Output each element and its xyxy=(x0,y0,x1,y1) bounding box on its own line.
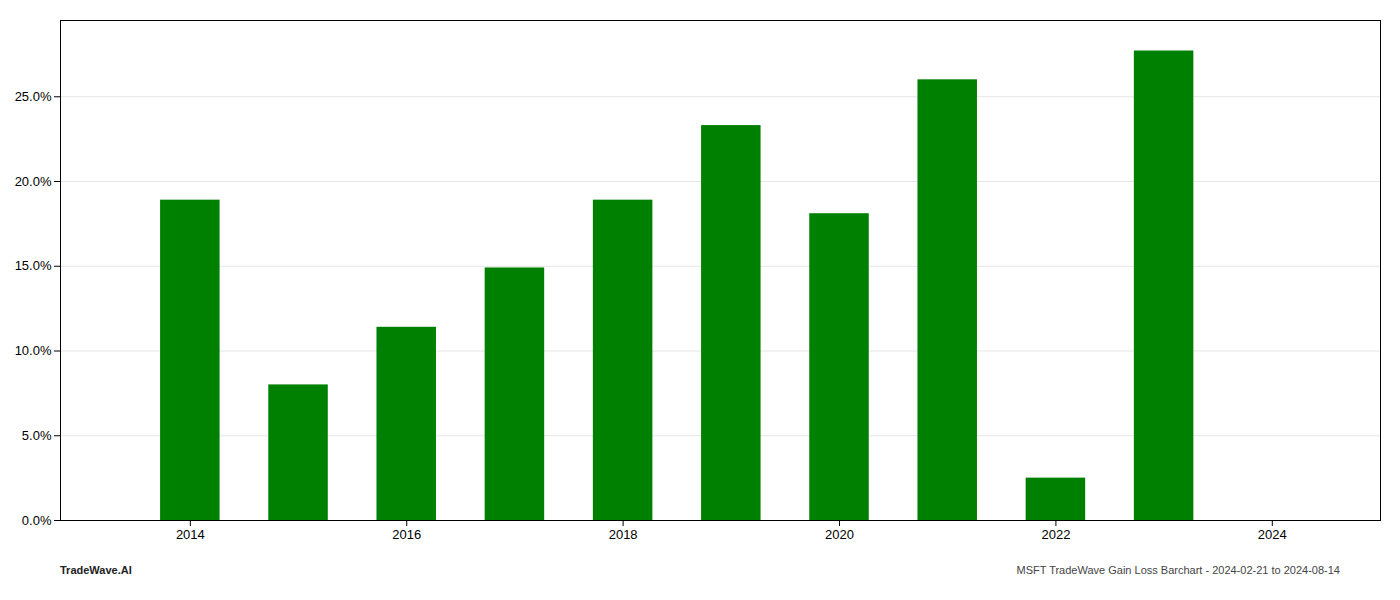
svg-text:2020: 2020 xyxy=(825,527,854,542)
html-text:TradeWave.AI: TradeWave.AI xyxy=(60,564,132,576)
svg-text:15.0%: 15.0% xyxy=(15,258,52,273)
svg-text:25.0%: 25.0% xyxy=(15,89,52,104)
svg-text:2018: 2018 xyxy=(609,527,638,542)
svg-text:10.0%: 10.0% xyxy=(15,343,52,358)
svg-text:20.0%: 20.0% xyxy=(15,174,52,189)
svg-text:5.0%: 5.0% xyxy=(22,428,52,443)
svg-text:2022: 2022 xyxy=(1041,527,1070,542)
svg-text:2014: 2014 xyxy=(176,527,205,542)
svg-text:2016: 2016 xyxy=(392,527,421,542)
svg-text:0.0%: 0.0% xyxy=(22,513,52,528)
html-text:MSFT TradeWave Gain Loss Barch: MSFT TradeWave Gain Loss Barchart - 2024… xyxy=(1016,564,1340,576)
svg-text:2024: 2024 xyxy=(1258,527,1287,542)
